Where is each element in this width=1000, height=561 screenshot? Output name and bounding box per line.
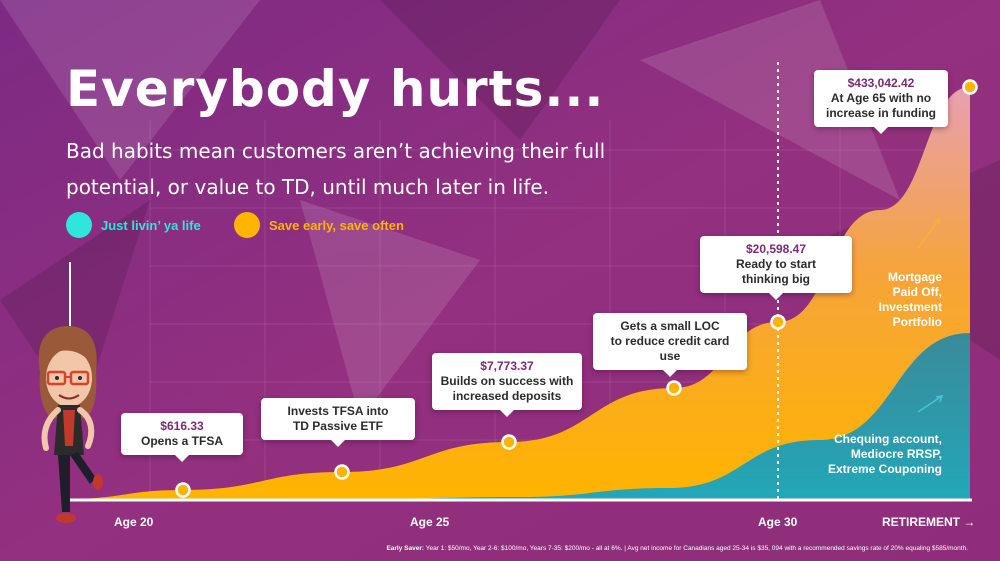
milestone-point [666, 380, 682, 396]
page-subtitle: Bad habits mean customers aren’t achievi… [66, 139, 606, 199]
just-livin-area [66, 333, 970, 499]
callout-milestone-3: $7,773.37 Builds on success with increas… [432, 353, 582, 417]
orange-arrowhead-icon [934, 216, 942, 225]
save-early-area [66, 87, 970, 499]
milestone-point [334, 464, 350, 480]
callout-label: Invests TFSA into TD Passive ETF [287, 404, 389, 433]
page-title: Everybody hurts... [66, 60, 605, 118]
callout-label: Opens a TFSA [140, 434, 223, 448]
footnote: Early Saver: Year 1: $50/mo, Year 2-6: $… [386, 545, 968, 552]
milestone-point [962, 79, 978, 95]
legend-label-just-livin: Just livin’ ya life [101, 217, 201, 233]
callout-milestone-1: $616.33 Opens a TFSA [121, 413, 243, 462]
legend-dot-icon [66, 212, 92, 238]
x-tick-label: Age 20 [114, 515, 154, 529]
orange-arrow-icon [917, 217, 941, 249]
callout-amount: $7,773.37 [480, 359, 534, 373]
callout-amount: $433,042.42 [847, 76, 915, 90]
milestone-point [501, 434, 517, 450]
milestone-point [770, 314, 786, 330]
callout-milestone-4: Gets a small LOC to reduce credit card u… [593, 313, 747, 377]
area-label-save-early: Mortgage Paid Off, Investment Portfolio [878, 270, 942, 329]
milestone-markers [175, 79, 978, 498]
footnote-label: Early Saver: [386, 545, 425, 552]
callout-milestone-6: $433,042.42 At Age 65 with no increase i… [814, 70, 948, 134]
callout-label: Builds on success with increased deposit… [440, 374, 574, 403]
retirement-label: RETIREMENT → [882, 515, 976, 529]
callout-amount: $20,598.47 [745, 242, 807, 256]
callout-amount: $616.33 [160, 419, 204, 433]
teal-arrowhead-icon [935, 395, 944, 403]
callout-milestone-2: Invests TFSA into TD Passive ETF [261, 398, 415, 447]
area-label-just-livin: Chequing account, Mediocre RRSP, Extreme… [827, 432, 942, 476]
legend-item-save-early: Save early, save often [234, 212, 404, 238]
callout-label: Ready to start thinking big [735, 257, 817, 286]
x-tick-label: Age 25 [410, 515, 450, 529]
teal-arrow-icon [917, 395, 943, 413]
legend-item-just-livin: Just livin’ ya life [66, 212, 201, 238]
callout-label: At Age 65 with no increase in funding [825, 91, 936, 120]
legend-label-save-early: Save early, save often [269, 217, 404, 233]
cartoon-woman-icon [38, 326, 103, 523]
callout-label: Gets a small LOC to reduce credit card u… [610, 319, 730, 363]
callout-milestone-5: $20,598.47 Ready to start thinking big [700, 236, 852, 300]
legend-dot-icon [234, 212, 260, 238]
footnote-text: Year 1: $50/mo, Year 2-6: $100/mo, Years… [425, 545, 968, 552]
milestone-point [175, 482, 191, 498]
x-tick-label: Age 30 [758, 515, 798, 529]
